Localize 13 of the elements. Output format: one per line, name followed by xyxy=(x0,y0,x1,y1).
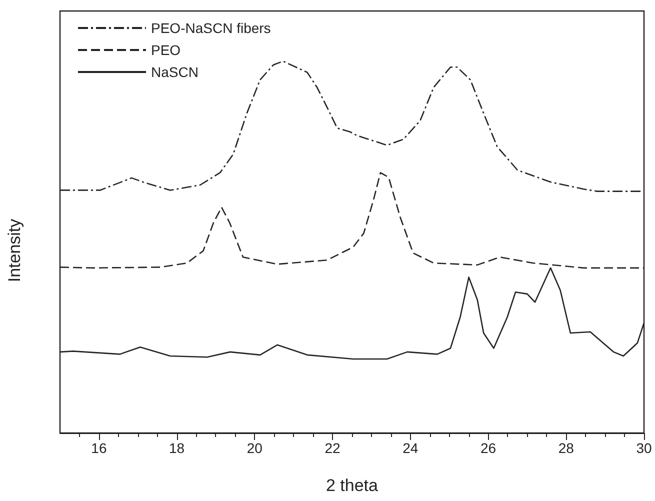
x-tick-label: 26 xyxy=(480,440,496,456)
x-tick-label: 24 xyxy=(402,440,418,456)
x-tick-label: 22 xyxy=(324,440,341,456)
x-axis-title: 2 theta xyxy=(326,476,379,495)
legend-label: PEO-NaSCN fibers xyxy=(151,20,271,36)
legend-label: NaSCN xyxy=(151,64,198,80)
x-tick-label: 20 xyxy=(246,440,263,456)
y-axis-title: Intensity xyxy=(5,218,24,282)
x-tick-label: 16 xyxy=(91,440,107,456)
x-tick-label: 28 xyxy=(558,440,574,456)
x-tick-label: 18 xyxy=(169,440,185,456)
legend-label: PEO xyxy=(151,42,181,58)
x-tick-label: 30 xyxy=(636,440,652,456)
